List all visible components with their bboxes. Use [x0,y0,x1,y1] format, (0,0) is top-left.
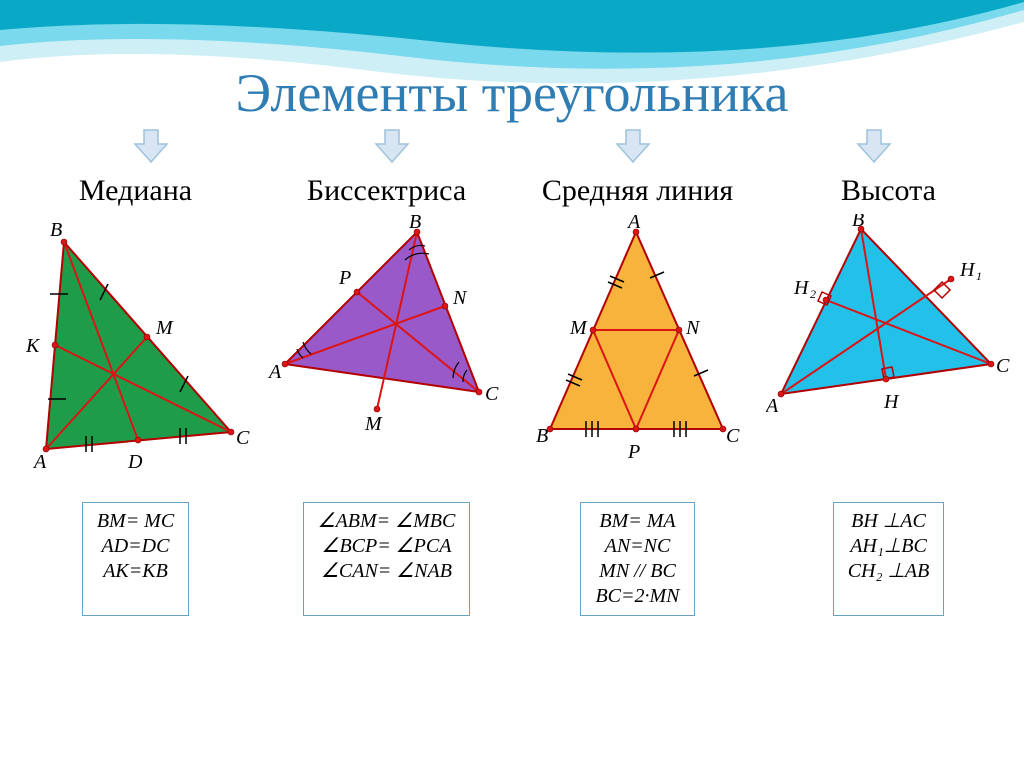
sub-median: Медиана [10,174,261,208]
formula-bisector: ∠ABM= ∠MBC ∠BCP= ∠PCA ∠CAN= ∠NAB [303,502,471,616]
lbl-N: N [452,287,468,309]
sub-altitude: Высота [763,174,1014,208]
formula-altitude: BH ⊥AC AH₁⊥BC CH₂ ⊥AB [833,502,945,616]
lbl-M: M [155,317,174,339]
page-title: Элементы треугольника [0,0,1024,124]
lbl-A: A [32,451,47,473]
arrows-row [0,124,1024,164]
lbl-H1: H [959,259,976,281]
figures-row: A B C D M K A B C M N [0,208,1024,474]
svg-text:2: 2 [810,287,816,301]
lbl-B: B [852,214,864,231]
lbl-B: B [536,425,548,447]
lbl-B: B [409,214,421,233]
formulas-row: BM= MC AD=DC AK=KB ∠ABM= ∠MBC ∠BCP= ∠PCA… [0,474,1024,616]
formula-midline: BM= MA AN=NC MN // BC BC=2·MN [580,502,694,616]
arrow-down-icon [374,128,410,164]
lbl-N: N [685,317,701,339]
fig-altitude: A B C H H1 H2 [763,214,1014,424]
lbl-A: A [766,395,779,417]
formula-median: BM= MC AD=DC AK=KB [82,502,189,616]
lbl-A: A [626,214,641,233]
lbl-H2: H [793,277,810,299]
fig-median: A B C D M K [10,214,261,474]
lbl-A: A [267,361,282,383]
arrow-down-icon [856,128,892,164]
subtitles-row: Медиана Биссектриса Средняя линия Высота [0,164,1024,208]
fig-bisector: A B C M N P [261,214,512,444]
lbl-H: H [883,391,900,413]
lbl-M: M [364,413,383,435]
lbl-P: P [338,267,351,289]
lbl-P: P [627,441,640,463]
arrow-down-icon [615,128,651,164]
fig-midline: A B C M N P [512,214,763,464]
svg-text:1: 1 [976,269,982,283]
sub-midline: Средняя линия [512,174,763,208]
lbl-M: M [569,317,588,339]
sub-bisector: Биссектриса [261,174,512,208]
lbl-C: C [996,355,1010,377]
lbl-D: D [127,451,143,473]
lbl-C: C [485,383,499,405]
lbl-K: K [25,335,41,357]
arrow-down-icon [133,128,169,164]
lbl-C: C [726,425,740,447]
lbl-C: C [236,427,250,449]
lbl-B: B [50,219,62,241]
